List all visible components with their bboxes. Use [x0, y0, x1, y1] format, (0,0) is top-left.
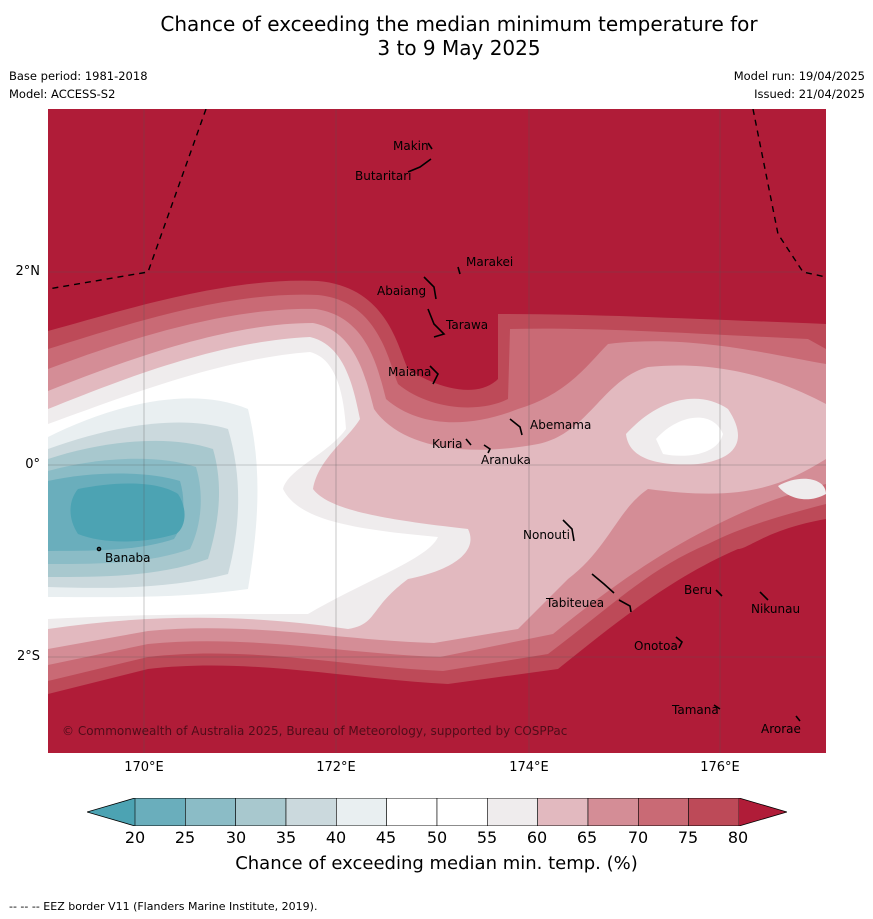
colorbar-tick: 25: [174, 828, 196, 847]
x-label-170e: 170°E: [124, 760, 164, 775]
place-label-beru: Beru: [684, 583, 713, 597]
colorbar-tick: 35: [275, 828, 297, 847]
colorbar-segment: [638, 797, 689, 827]
x-label-172e: 172°E: [316, 760, 356, 775]
place-label-aranuka: Aranuka: [481, 453, 531, 467]
colorbar-ticks: 20 25 30 35 40 45 50 55 60 65 70 75 80: [0, 828, 873, 848]
colorbar-segment: [285, 797, 337, 827]
island-nikunau: [759, 591, 769, 601]
place-label-makin: Makin: [393, 139, 429, 153]
place-label-tabiteuea: Tabiteuea: [546, 596, 605, 610]
place-label-butaritari: Butaritari: [355, 169, 412, 183]
island-nonouti: [562, 519, 575, 542]
colorbar-tick: 50: [426, 828, 448, 847]
x-label-176e: 176°E: [700, 760, 740, 775]
place-label-tarawa: Tarawa: [446, 318, 489, 332]
place-label-arorae: Arorae: [761, 722, 801, 736]
island-abemama: [509, 418, 523, 436]
colorbar-segment: [537, 797, 589, 827]
colorbar-graphic: [85, 797, 789, 827]
island-tamana: [713, 704, 721, 710]
eez-border-west: [48, 109, 207, 290]
island-tabiteuea-south: [618, 599, 632, 613]
island-tarawa: [427, 308, 446, 338]
eez-border: [48, 109, 826, 290]
colorbar-tick: 65: [576, 828, 598, 847]
colorbar-tick: 20: [124, 828, 146, 847]
island-marakei: [457, 266, 461, 275]
island-maiana: [429, 365, 439, 385]
colorbar-segment: [185, 797, 236, 827]
colorbar-segment: [235, 797, 287, 827]
y-label-2n: 2°N: [15, 264, 41, 279]
place-label-nonouti: Nonouti: [523, 528, 570, 542]
copyright-notice: © Commonwealth of Australia 2025, Bureau…: [62, 724, 568, 738]
contour-map: [48, 109, 826, 753]
place-label-tamana: Tamana: [672, 703, 719, 717]
y-label-2s: 2°S: [16, 649, 40, 664]
colorbar-segment: [688, 797, 740, 827]
colorbar-extend-high: [739, 798, 787, 826]
island-banaba: [96, 546, 102, 552]
graticule: [48, 109, 826, 753]
island-aranuka: [483, 444, 492, 454]
island-makin: [427, 142, 433, 150]
island-arorae: [795, 715, 801, 722]
island-tabiteuea-north: [591, 573, 615, 594]
colorbar-segment: [436, 797, 488, 827]
model-name: Model: ACCESS-S2: [9, 87, 116, 101]
issued-date: Issued: 21/04/2025: [754, 87, 865, 101]
colorbar-tick: 30: [225, 828, 247, 847]
colorbar-tick: 80: [727, 828, 749, 847]
colorbar-tick: 60: [526, 828, 548, 847]
colorbar-segment: [587, 797, 639, 827]
place-label-maiana: Maiana: [388, 365, 432, 379]
island-beru: [715, 589, 723, 597]
colorbar-tick: 70: [627, 828, 649, 847]
island-outlines: [96, 142, 801, 722]
colorbar-tick: 45: [375, 828, 397, 847]
colorbar-segment: [386, 797, 438, 827]
place-label-marakei: Marakei: [466, 255, 514, 269]
model-run: Model run: 19/04/2025: [733, 69, 865, 83]
colorbar-tick: 75: [677, 828, 699, 847]
place-label-onotoa: Onotoa: [634, 639, 678, 653]
place-label-abemama: Abemama: [530, 418, 592, 432]
y-label-0: 0°: [25, 457, 40, 472]
colorbar-segment: [336, 797, 387, 827]
x-label-174e: 174°E: [509, 760, 549, 775]
place-label-kuria: Kuria: [432, 437, 463, 451]
colorbar-tick: 40: [325, 828, 347, 847]
island-onotoa: [675, 636, 683, 649]
island-kuria: [465, 438, 472, 446]
meta-left: Base period: 1981-2018 Model: ACCESS-S2: [9, 67, 148, 103]
colorbar: [85, 797, 789, 827]
title-line-2: 3 to 9 May 2025: [377, 36, 541, 60]
map-title: Chance of exceeding the median minimum t…: [0, 12, 873, 60]
island-abaiang: [423, 276, 437, 300]
colorbar-segment: [134, 797, 186, 827]
place-label-abaiang: Abaiang: [377, 284, 427, 298]
colorbar-segment: [487, 797, 538, 827]
place-label-nikunau: Nikunau: [751, 602, 801, 616]
island-butaritari: [407, 158, 432, 173]
base-period: Base period: 1981-2018: [9, 69, 148, 83]
colorbar-extend-low: [87, 798, 135, 826]
meta-right: Model run: 19/04/2025 Issued: 21/04/2025: [734, 67, 865, 103]
eez-footnote: -- -- -- EEZ border V11 (Flanders Marine…: [9, 900, 318, 913]
contour-below-20: [70, 483, 185, 542]
map-panel: [48, 109, 826, 753]
colorbar-tick: 55: [476, 828, 498, 847]
colorbar-label: Chance of exceeding median min. temp. (%…: [235, 853, 638, 874]
place-label-banaba: Banaba: [105, 551, 151, 565]
title-line-1: Chance of exceeding the median minimum t…: [160, 12, 758, 36]
